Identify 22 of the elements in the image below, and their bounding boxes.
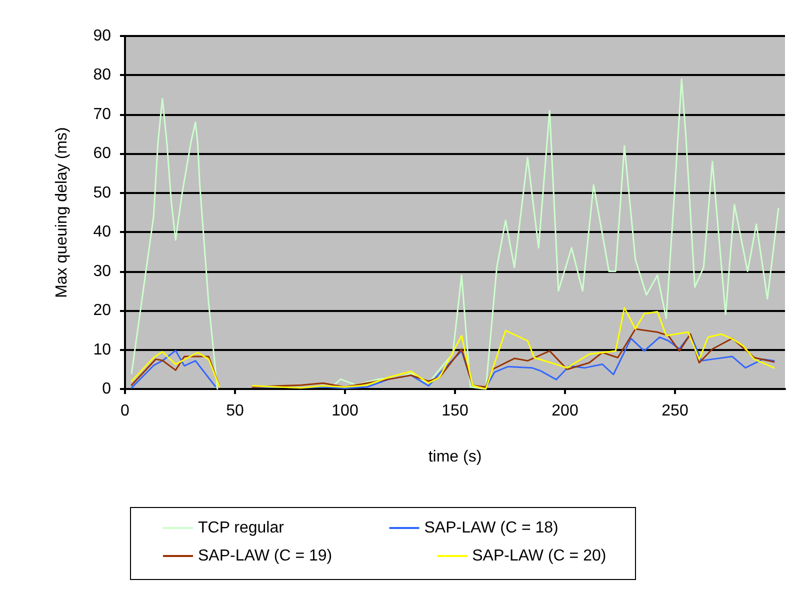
y-tick-label: 20 <box>93 302 112 320</box>
legend-label: SAP-LAW (C = 20) <box>472 548 606 564</box>
y-tick-label: 60 <box>93 145 112 162</box>
y-tick-label: 80 <box>93 66 112 84</box>
legend-label: SAP-LAW (C = 18) <box>424 520 558 536</box>
y-tick-label: 50 <box>93 184 112 202</box>
legend-label: SAP-LAW (C = 19) <box>198 548 332 564</box>
y-tick-label: 30 <box>93 262 112 280</box>
y-tick-label: 10 <box>93 341 112 358</box>
y-tick-label: 70 <box>93 106 112 123</box>
legend-label: TCP regular <box>198 520 285 536</box>
x-tick-label: 50 <box>226 402 244 420</box>
x-tick-label: 100 <box>332 402 358 420</box>
x-tick-label: 0 <box>120 402 130 420</box>
y-tick-label: 0 <box>102 380 112 398</box>
y-tick-label: 40 <box>93 224 112 241</box>
y-tick-label: 90 <box>93 28 112 44</box>
x-tick-label: 150 <box>442 402 468 420</box>
x-tick-label: 250 <box>662 402 688 420</box>
x-axis-title: time (s) <box>428 448 482 466</box>
x-tick-label: 200 <box>552 402 578 420</box>
y-axis-title: Max queuing delay (ms) <box>54 127 70 298</box>
